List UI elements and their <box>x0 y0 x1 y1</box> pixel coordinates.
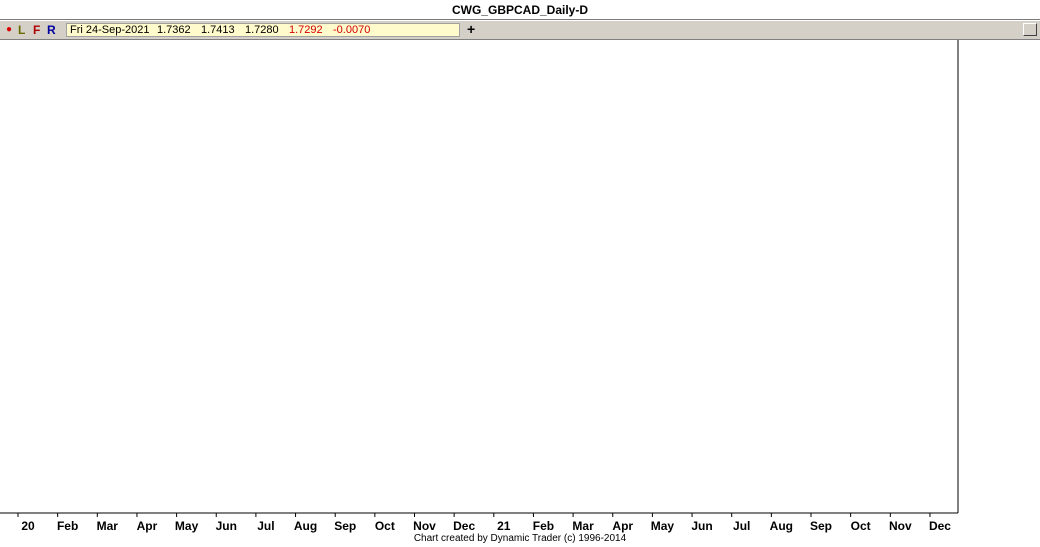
x-tick-label: Sep <box>810 519 832 533</box>
x-tick-label: May <box>651 519 675 533</box>
x-tick-label: 21 <box>497 519 511 533</box>
x-tick-label: Oct <box>375 519 395 533</box>
x-tick-label: Nov <box>413 519 436 533</box>
add-plus-icon[interactable]: + <box>467 21 476 37</box>
x-tick-label: 20 <box>21 519 35 533</box>
x-tick-label: Aug <box>770 519 793 533</box>
x-tick-label: Nov <box>889 519 912 533</box>
x-tick-label: Mar <box>572 519 594 533</box>
x-tick-label: Mar <box>97 519 119 533</box>
toolbar-button-r[interactable]: R <box>47 23 56 37</box>
x-tick-label: Jul <box>257 519 274 533</box>
ohlc-change: -0.0070 <box>333 24 371 36</box>
x-tick-label: Feb <box>57 519 78 533</box>
ohlc-open: 1.7362 <box>157 24 191 36</box>
status-dot-icon: ● <box>6 24 13 35</box>
toolbar-button-l[interactable]: L <box>18 23 26 37</box>
toolbar-button-f[interactable]: F <box>33 23 41 37</box>
ohlc-date: Fri 24-Sep-2021 <box>70 24 150 36</box>
x-tick-label: Aug <box>294 519 317 533</box>
ohlc-high: 1.7413 <box>201 24 235 36</box>
x-tick-label: Jul <box>733 519 750 533</box>
x-tick-label: Oct <box>851 519 871 533</box>
chart-title: CWG_GBPCAD_Daily-D <box>0 0 1040 20</box>
x-tick-label: Apr <box>137 519 158 533</box>
x-tick-label: Dec <box>453 519 475 533</box>
x-tick-label: Dec <box>929 519 951 533</box>
chart-credit: Chart created by Dynamic Trader (c) 1996… <box>413 533 627 544</box>
toolbar-scroll-button[interactable] <box>1023 23 1037 36</box>
ohlc-close: 1.7292 <box>289 24 323 36</box>
x-tick-label: Apr <box>612 519 633 533</box>
price-chart[interactable]: 2.05002.00001.95001.90001.85001.80001.75… <box>0 40 1040 533</box>
x-tick-label: May <box>175 519 199 533</box>
chart-toolbar: ● L F R Fri 24-Sep-2021 1.7362 1.7413 1.… <box>0 21 1040 40</box>
x-tick-label: Feb <box>533 519 554 533</box>
x-tick-label: Jun <box>216 519 237 533</box>
ohlc-readout: Fri 24-Sep-2021 1.7362 1.7413 1.7280 1.7… <box>66 23 460 37</box>
ohlc-low: 1.7280 <box>245 24 279 36</box>
x-tick-label: Sep <box>334 519 356 533</box>
x-tick-label: Jun <box>691 519 712 533</box>
